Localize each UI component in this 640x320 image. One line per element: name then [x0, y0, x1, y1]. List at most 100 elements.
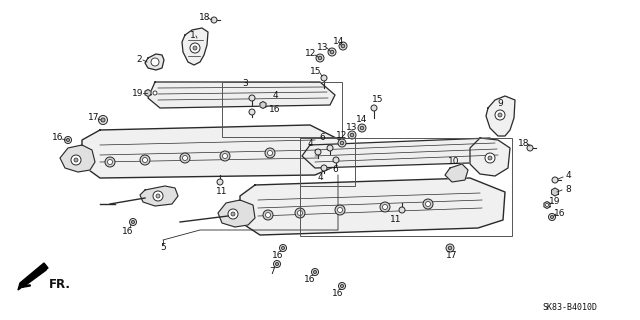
Circle shape: [383, 204, 387, 210]
Circle shape: [151, 58, 159, 66]
Circle shape: [328, 48, 336, 56]
Text: 17: 17: [446, 252, 458, 260]
Text: 14: 14: [356, 116, 368, 124]
Polygon shape: [145, 90, 151, 97]
Circle shape: [371, 105, 377, 111]
Circle shape: [360, 126, 364, 130]
Circle shape: [338, 139, 346, 147]
Text: 9: 9: [497, 99, 503, 108]
Text: 2: 2: [136, 55, 142, 65]
Circle shape: [190, 43, 200, 53]
Circle shape: [330, 50, 334, 54]
Polygon shape: [82, 125, 340, 178]
Text: 12: 12: [336, 131, 348, 140]
Polygon shape: [486, 96, 515, 136]
Text: 14: 14: [333, 37, 345, 46]
Circle shape: [312, 268, 319, 276]
Polygon shape: [218, 200, 255, 227]
Polygon shape: [302, 138, 505, 168]
Text: 16: 16: [269, 106, 281, 115]
Circle shape: [67, 139, 70, 141]
Circle shape: [280, 244, 287, 252]
Polygon shape: [240, 178, 505, 235]
Text: 18: 18: [199, 13, 211, 22]
Circle shape: [485, 153, 495, 163]
Circle shape: [211, 17, 217, 23]
Text: 19: 19: [549, 197, 561, 206]
Text: 3: 3: [242, 78, 248, 87]
Circle shape: [108, 159, 113, 164]
Circle shape: [153, 191, 163, 201]
Circle shape: [105, 157, 115, 167]
Polygon shape: [140, 186, 178, 206]
Circle shape: [193, 46, 197, 50]
Circle shape: [217, 179, 223, 185]
Circle shape: [495, 110, 505, 120]
Circle shape: [550, 215, 554, 219]
Circle shape: [339, 283, 346, 290]
Circle shape: [220, 151, 230, 161]
Text: 6: 6: [332, 165, 338, 174]
Circle shape: [337, 207, 342, 212]
Text: 16: 16: [272, 252, 284, 260]
Text: 5: 5: [160, 244, 166, 252]
Circle shape: [340, 141, 344, 145]
Circle shape: [527, 145, 533, 151]
Text: 10: 10: [448, 157, 460, 166]
Text: 1: 1: [190, 31, 196, 41]
Circle shape: [99, 116, 108, 124]
Circle shape: [316, 54, 324, 62]
Polygon shape: [60, 145, 95, 172]
Circle shape: [129, 219, 136, 226]
Circle shape: [74, 158, 78, 162]
Circle shape: [156, 194, 160, 198]
Text: 4: 4: [272, 91, 278, 100]
Circle shape: [339, 42, 347, 50]
Circle shape: [348, 131, 356, 139]
Circle shape: [548, 213, 556, 220]
Text: 11: 11: [390, 215, 402, 225]
Polygon shape: [148, 82, 335, 108]
Circle shape: [358, 124, 366, 132]
Bar: [222, 82, 342, 137]
Text: 15: 15: [372, 95, 384, 105]
Circle shape: [321, 75, 327, 81]
Circle shape: [488, 156, 492, 160]
Circle shape: [399, 207, 405, 213]
Circle shape: [298, 211, 303, 215]
Text: 16: 16: [554, 209, 566, 218]
Text: 16: 16: [52, 133, 64, 142]
Text: 17: 17: [88, 114, 100, 123]
Circle shape: [295, 208, 305, 218]
Circle shape: [231, 212, 235, 216]
Text: SK83-B4010D: SK83-B4010D: [543, 303, 598, 313]
Circle shape: [153, 91, 157, 95]
Circle shape: [545, 204, 548, 206]
Polygon shape: [445, 164, 468, 182]
Circle shape: [249, 109, 255, 115]
Circle shape: [143, 157, 147, 163]
Text: 12: 12: [305, 50, 317, 59]
Circle shape: [426, 202, 431, 206]
Text: 16: 16: [332, 290, 344, 299]
Circle shape: [273, 260, 280, 268]
Circle shape: [101, 118, 105, 122]
Polygon shape: [260, 101, 266, 108]
Circle shape: [340, 284, 344, 287]
Circle shape: [65, 137, 72, 143]
Text: 13: 13: [317, 43, 329, 52]
Text: 16: 16: [304, 276, 316, 284]
Circle shape: [341, 44, 345, 48]
Polygon shape: [470, 138, 510, 176]
Circle shape: [446, 244, 454, 252]
Circle shape: [228, 209, 238, 219]
Text: 8: 8: [565, 186, 571, 195]
Circle shape: [140, 155, 150, 165]
Text: 15: 15: [310, 68, 322, 76]
Circle shape: [315, 149, 321, 155]
Polygon shape: [552, 188, 559, 196]
Circle shape: [321, 165, 327, 171]
Polygon shape: [18, 263, 48, 290]
Text: 11: 11: [216, 187, 228, 196]
Circle shape: [282, 246, 285, 250]
